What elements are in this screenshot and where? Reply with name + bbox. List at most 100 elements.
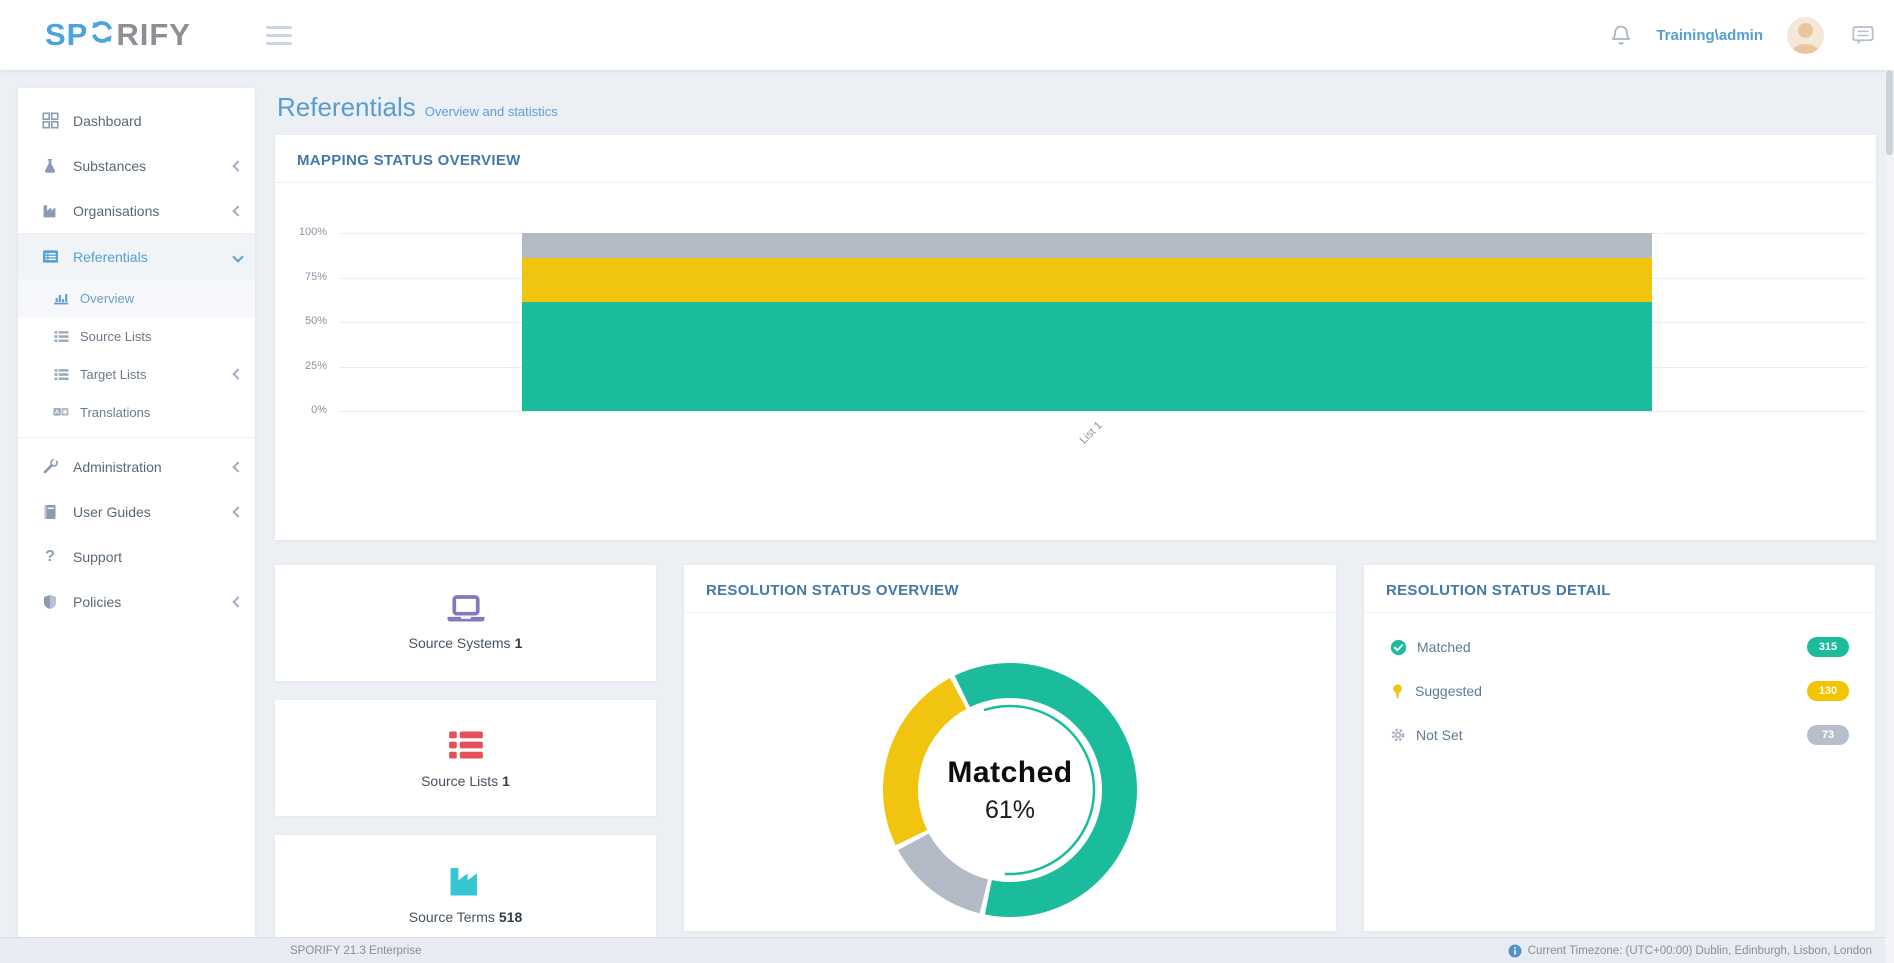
stacked-bar-list1[interactable] <box>522 233 1653 411</box>
resolution-donut-chart: Matched 61% <box>875 655 1145 925</box>
list-icon <box>52 367 70 382</box>
sidebar-nav: Dashboard Substances Organisations Refer… <box>18 88 255 938</box>
gridline-vertical <box>1656 233 1658 411</box>
stat-label: Source Systems 1 <box>408 635 523 651</box>
sidebar-item-label: Substances <box>73 157 147 174</box>
flask-icon <box>40 158 60 174</box>
app-logo[interactable]: SP RIFY <box>45 17 191 53</box>
translate-icon: A <box>52 404 70 420</box>
detail-label: Not Set <box>1416 727 1463 743</box>
stat-card-source-lists[interactable]: Source Lists 1 <box>275 700 656 816</box>
check-circle-icon <box>1390 639 1407 656</box>
sidebar-item-organisations[interactable]: Organisations <box>18 188 255 233</box>
sidebar-item-administration[interactable]: Administration <box>18 444 255 489</box>
detail-label: Suggested <box>1415 683 1482 699</box>
sidebar-item-label: Administration <box>73 458 162 475</box>
card-title: RESOLUTION STATUS DETAIL <box>1386 582 1611 599</box>
detail-row-not-set: Not Set 73 <box>1390 713 1849 757</box>
sidebar-item-user-guides[interactable]: User Guides <box>18 489 255 534</box>
sidebar-item-support[interactable]: ? Support <box>18 534 255 579</box>
wrench-icon <box>40 458 60 475</box>
count-badge: 130 <box>1807 681 1849 701</box>
footer-bar: SPORIFY 21.3 Enterprise Current Timezone… <box>0 937 1894 963</box>
mapping-status-card: MAPPING STATUS OVERVIEW 100% 75% 50% 25%… <box>275 135 1876 540</box>
sidebar-subitem-overview[interactable]: Overview <box>18 279 255 317</box>
sidebar-subitem-label: Overview <box>80 290 135 306</box>
sidebar-item-substances[interactable]: Substances <box>18 143 255 188</box>
stat-tiles-column: Source Systems 1 Source Lists 1 Source Ter… <box>275 565 656 951</box>
chevron-left-icon <box>231 507 241 517</box>
y-tick: 100% <box>298 226 327 238</box>
sidebar-item-label: Dashboard <box>73 112 142 129</box>
resolution-detail-card: RESOLUTION STATUS DETAIL Matched 315 Sug… <box>1364 565 1875 931</box>
book-icon <box>40 504 60 520</box>
page-scrollbar <box>1885 70 1894 963</box>
y-tick: 0% <box>311 404 327 416</box>
stat-card-source-terms[interactable]: Source Terms 518 <box>275 835 656 951</box>
sidebar-subitem-translations[interactable]: A Translations <box>18 393 255 431</box>
bar-segment-matched[interactable] <box>522 302 1653 411</box>
laptop-icon <box>445 595 487 625</box>
stat-label: Source Terms 518 <box>408 909 523 925</box>
bar-chart-icon <box>52 290 70 306</box>
chevron-left-icon <box>231 462 241 472</box>
logo-text-right: RIFY <box>116 17 191 52</box>
sidebar-toggle-button[interactable] <box>265 25 292 45</box>
y-tick: 25% <box>304 359 327 372</box>
count-badge: 73 <box>1807 725 1849 745</box>
sidebar-item-label: Policies <box>73 593 122 610</box>
donut-slice-suggested[interactable] <box>883 678 967 846</box>
question-icon: ? <box>45 547 55 565</box>
quick-chat-icon[interactable] <box>1852 24 1874 46</box>
sidebar-item-dashboard[interactable]: Dashboard <box>18 98 255 143</box>
divider <box>684 612 1336 613</box>
sidebar-item-label: Referentials <box>73 248 148 265</box>
gridline <box>339 411 1866 412</box>
user-avatar[interactable] <box>1787 16 1824 54</box>
factory-icon <box>40 202 60 219</box>
notifications-bell-icon[interactable] <box>1610 24 1632 46</box>
y-tick: 75% <box>304 270 327 283</box>
donut-highlight-arc <box>983 704 1096 876</box>
stat-value: 1 <box>514 635 523 651</box>
donut-slice-not-set[interactable] <box>898 833 989 914</box>
scrollbar-thumb[interactable] <box>1886 70 1893 155</box>
sidebar-item-policies[interactable]: Policies <box>18 579 255 624</box>
chart-plot-area: List 1 <box>339 233 1866 447</box>
info-icon <box>1508 944 1522 958</box>
lightbulb-icon <box>1390 683 1405 700</box>
user-menu[interactable]: Training\admin <box>1656 26 1763 44</box>
logo-sync-o-icon <box>88 17 116 53</box>
svg-text:A: A <box>55 409 60 416</box>
card-title: MAPPING STATUS OVERVIEW <box>297 152 521 169</box>
timezone-text: Current Timezone: (UTC+00:00) Dublin, Ed… <box>1527 944 1872 957</box>
sidebar-subitem-label: Target Lists <box>80 366 147 382</box>
page-title: Referentials <box>277 92 416 122</box>
mapping-bar-chart: 100% 75% 50% 25% 0% <box>275 193 1876 493</box>
grid-icon <box>40 112 60 129</box>
sidebar-subitem-source-lists[interactable]: Source Lists <box>18 317 255 355</box>
donut-chart[interactable] <box>875 655 1145 925</box>
gear-icon <box>1390 727 1406 743</box>
donut-slice-matched[interactable] <box>954 662 1138 917</box>
divider <box>1364 612 1875 613</box>
bar-segment-suggested[interactable] <box>522 257 1653 303</box>
detail-row-suggested: Suggested 130 <box>1390 669 1849 713</box>
referentials-submenu: Overview Source Lists Target Lists A Tra… <box>18 279 255 438</box>
detail-rows: Matched 315 Suggested 130 Not Set 73 <box>1364 613 1875 757</box>
page-head: Referentials Overview and statistics <box>275 82 1876 135</box>
card-title: RESOLUTION STATUS OVERVIEW <box>706 582 959 599</box>
sidebar-subitem-target-lists[interactable]: Target Lists <box>18 355 255 393</box>
bar-segment-not-set[interactable] <box>522 233 1653 258</box>
top-header: SP RIFY Training\admin <box>0 0 1894 70</box>
sidebar-item-label: User Guides <box>73 503 151 520</box>
sidebar-item-referentials[interactable]: Referentials <box>18 233 255 279</box>
chevron-left-icon <box>231 369 241 379</box>
count-badge: 315 <box>1807 637 1849 657</box>
x-axis-category-label: List 1 <box>1077 419 1105 447</box>
stat-value: 1 <box>502 773 510 789</box>
stat-card-source-systems[interactable]: Source Systems 1 <box>275 565 656 681</box>
sidebar-item-label: Support <box>73 548 123 565</box>
sidebar-subitem-label: Source Lists <box>80 328 152 344</box>
